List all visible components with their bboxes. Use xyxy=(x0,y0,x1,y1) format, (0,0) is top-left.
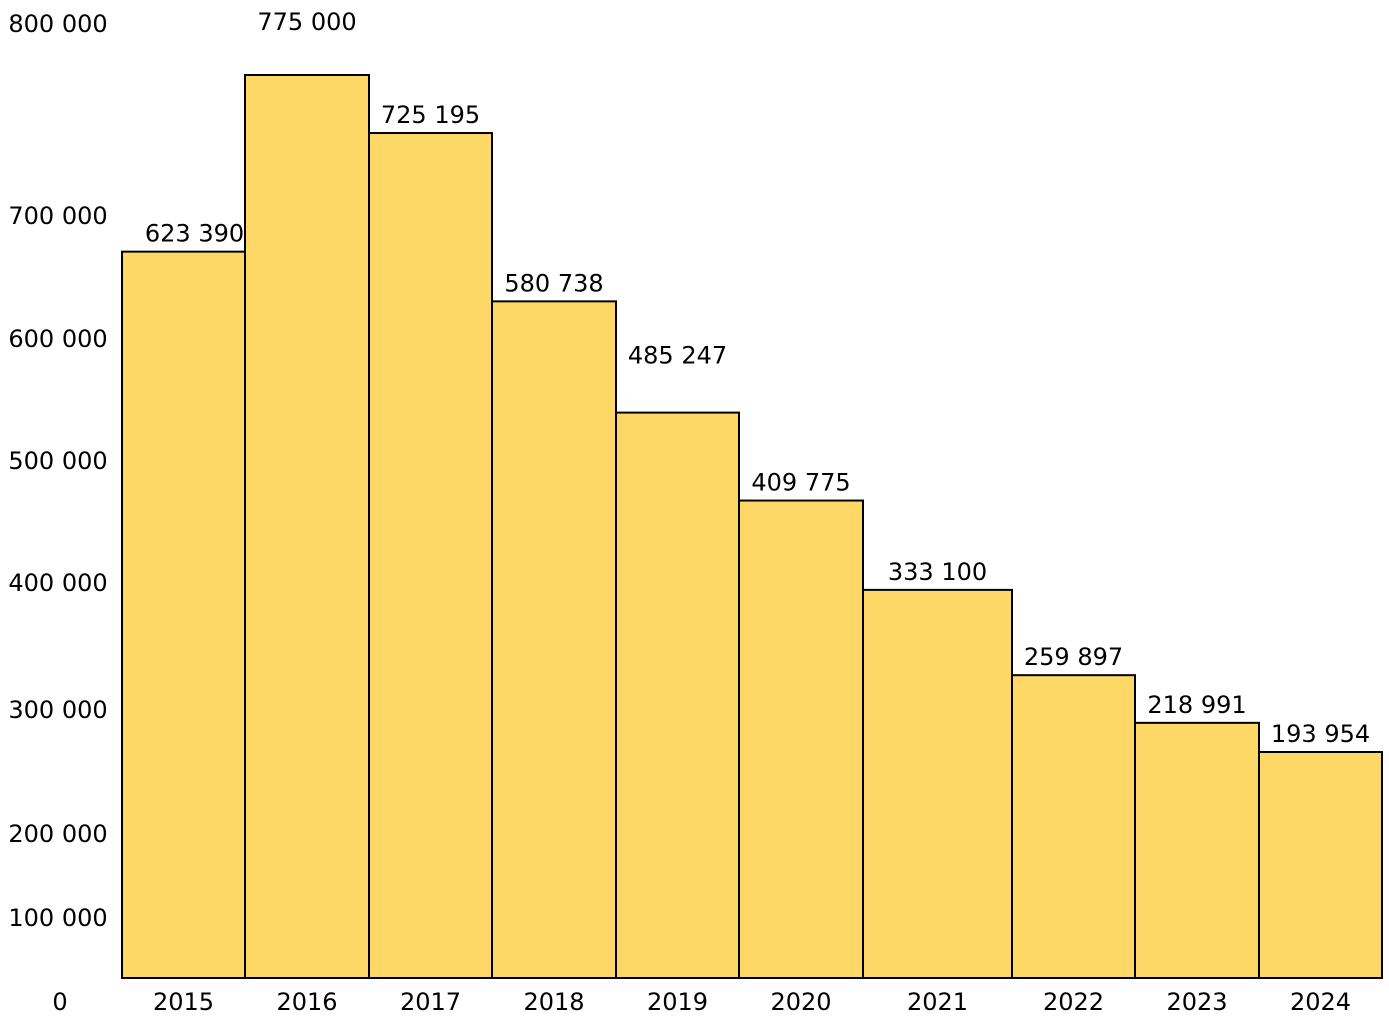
x-tick-label: 2017 xyxy=(400,988,461,1016)
bar-2020 xyxy=(738,499,864,979)
bar-2019 xyxy=(615,411,740,979)
data-label-2022: 259 897 xyxy=(1024,643,1123,671)
data-label-2020: 409 775 xyxy=(751,469,850,497)
y-tick-label: 700 000 xyxy=(8,202,107,230)
y-tick-label: 400 000 xyxy=(8,569,107,597)
y-tick-label: 300 000 xyxy=(8,696,107,724)
data-labels: 623 390 775 000 725 195 580 738 485 247 409 7… xyxy=(145,8,1370,748)
y-tick-label: 200 000 xyxy=(8,820,107,848)
bar-2015 xyxy=(121,250,246,980)
y-tick-label: 100 000 xyxy=(8,904,107,932)
x-tick-label: 2016 xyxy=(276,988,337,1016)
data-label-2024: 193 954 xyxy=(1271,720,1370,748)
x-tick-label: 2015 xyxy=(153,988,214,1016)
x-tick-label: 2023 xyxy=(1166,988,1227,1016)
data-label-2016: 775 000 xyxy=(257,8,356,36)
data-label-2019: 485 247 xyxy=(628,342,727,370)
bar-2018 xyxy=(491,300,617,979)
bar-2024 xyxy=(1258,751,1383,980)
data-label-2015: 623 390 xyxy=(145,220,244,248)
x-axis-ticks: 2015 2016 2017 2018 2019 2020 2021 2022 2023 2024 xyxy=(153,988,1351,1016)
bar-2022 xyxy=(1011,674,1136,980)
y-tick-label: 600 000 xyxy=(8,325,107,353)
y-tick-label: 800 000 xyxy=(8,10,107,38)
y-tick-label: 500 000 xyxy=(8,447,107,475)
bars xyxy=(121,74,1383,980)
y-axis-ticks: 0 100 000 200 000 300 000 400 000 500 000 600 … xyxy=(8,10,107,1016)
data-label-2021: 333 100 xyxy=(888,558,987,586)
data-label-2017: 725 195 xyxy=(381,101,480,129)
x-tick-label: 2021 xyxy=(907,988,968,1016)
x-tick-label: 2019 xyxy=(647,988,708,1016)
bar-2017 xyxy=(368,132,493,979)
x-tick-label: 2020 xyxy=(770,988,831,1016)
x-tick-label: 2018 xyxy=(523,988,584,1016)
x-tick-label: 2022 xyxy=(1043,988,1104,1016)
data-label-2018: 580 738 xyxy=(504,269,603,297)
bar-2023 xyxy=(1134,721,1260,979)
data-label-2023: 218 991 xyxy=(1147,691,1246,719)
bar-2021 xyxy=(862,588,1013,979)
y-tick-label: 0 xyxy=(52,988,67,1016)
bar-2016 xyxy=(244,74,370,979)
x-tick-label: 2024 xyxy=(1290,988,1351,1016)
